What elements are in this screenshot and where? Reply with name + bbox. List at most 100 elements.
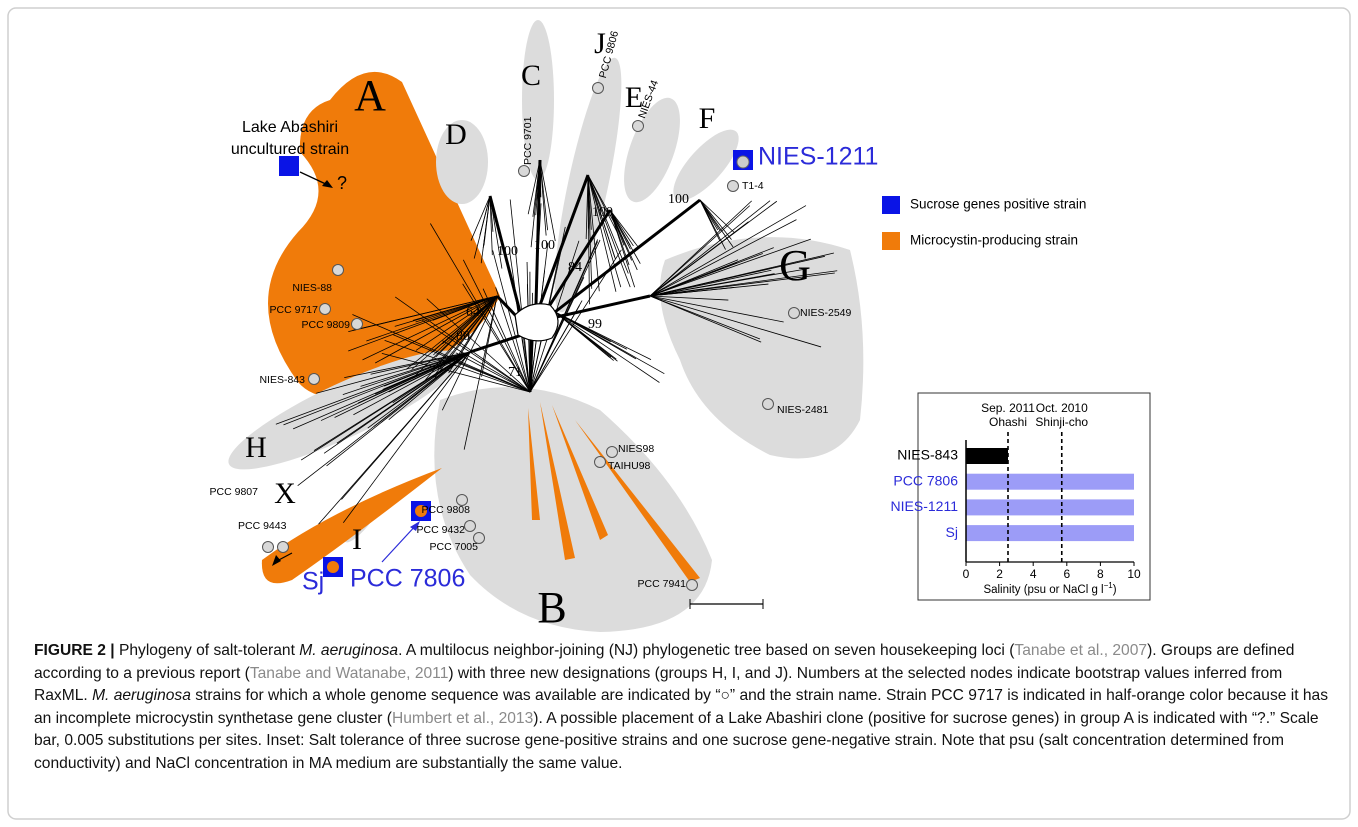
bootstrap-value: 100: [497, 244, 518, 259]
branch: [463, 295, 498, 450]
branch: [587, 174, 593, 289]
branch: [342, 351, 471, 396]
branch: [587, 174, 617, 292]
branch: [470, 195, 491, 241]
caption-run: Tanabe and Watanabe, 2011: [249, 664, 449, 682]
branch: [275, 351, 471, 425]
x-tick-label: 8: [1097, 567, 1104, 581]
legend-label: Microcystin-producing strain: [910, 233, 1078, 248]
x-axis-label-part: ): [1113, 584, 1117, 596]
group-label: B: [537, 583, 566, 632]
strain-marker: [262, 541, 274, 553]
branch: [388, 351, 471, 420]
strain-label: NIES-2549: [800, 307, 852, 319]
branch: [649, 259, 739, 297]
group-e-shape: [624, 97, 680, 203]
caption-run: M. aeruginosa: [299, 642, 399, 659]
highlighted-strain: PCC 7806: [350, 565, 465, 593]
branch: [699, 199, 719, 231]
branch: [609, 209, 625, 246]
group-g-shape: [660, 237, 864, 459]
strain-marker: [319, 303, 331, 315]
category-label: NIES-1211: [891, 498, 959, 514]
strain-label: PCC 9432: [417, 524, 466, 536]
category-label: NIES-843: [897, 447, 958, 463]
inset-frame: [917, 392, 1151, 601]
x-axis-label-part: −1: [1104, 581, 1114, 590]
group-label: F: [699, 102, 716, 135]
group-label: C: [521, 59, 541, 92]
group-label: G: [779, 241, 811, 290]
branch: [481, 295, 498, 377]
branch: [352, 314, 531, 393]
legend-label: Sucrose genes positive strain: [910, 197, 1086, 212]
branch: [699, 199, 732, 240]
branch: [530, 159, 541, 248]
x-tick-label: 2: [996, 567, 1003, 581]
branch: [415, 295, 498, 351]
branch: [313, 351, 471, 451]
branch: [489, 195, 503, 269]
branch: [649, 273, 775, 297]
bar: [966, 525, 1134, 542]
branch: [609, 209, 634, 247]
branch: [527, 159, 541, 215]
branch: [554, 198, 701, 314]
branch: [587, 174, 592, 230]
branch: [649, 200, 778, 297]
strain-label: PCC 9443: [238, 520, 287, 532]
branch: [383, 351, 471, 412]
branch: [316, 351, 471, 394]
branch: [554, 311, 660, 383]
group-a-shape: [268, 71, 500, 398]
branch: [342, 351, 471, 524]
caption-run: M. aeruginosa: [92, 687, 191, 704]
strain-marker: [415, 505, 427, 517]
caption-run: Phylogeny of salt-tolerant: [114, 642, 300, 659]
legend-swatch: [882, 196, 900, 214]
caption-run: strains for which a whole genome sequenc…: [34, 687, 1329, 727]
branch: [649, 238, 811, 297]
branch: [381, 353, 531, 393]
branch: [348, 295, 498, 352]
legend-swatch: [882, 232, 900, 250]
bar: [966, 499, 1134, 516]
branch: [587, 174, 618, 232]
strain-marker: [277, 541, 289, 553]
caption-run: FIGURE 2 |: [34, 642, 115, 659]
branch: [297, 351, 471, 486]
group-x-shape: [261, 468, 442, 584]
branch: [539, 159, 547, 236]
x-tick-label: 4: [1030, 567, 1037, 581]
branch: [320, 351, 471, 421]
branch: [609, 209, 641, 264]
branch: [587, 174, 616, 260]
branch: [348, 295, 498, 333]
branch: [489, 195, 493, 256]
bar: [966, 473, 1134, 490]
branch: [442, 295, 498, 345]
strain-label: T1-4: [742, 180, 764, 192]
strain-label: NIES98: [618, 443, 654, 455]
x-axis-label: Salinity (psu or NaCl g l−1): [983, 581, 1116, 596]
reference-label: Sep. 2011: [981, 401, 1035, 415]
group-d-shape: [436, 120, 488, 204]
strain-marker: [632, 120, 644, 132]
category-label: PCC 7806: [893, 472, 958, 488]
branch: [422, 319, 531, 393]
arrow: [381, 522, 419, 563]
branch: [341, 351, 471, 500]
x-axis-label-part: Salinity (psu or NaCl g l: [983, 584, 1103, 596]
strain-label: TAIHU98: [608, 460, 651, 472]
branch: [426, 298, 531, 393]
group-label: J: [594, 27, 606, 60]
branch: [495, 287, 531, 393]
strain-marker: [473, 532, 485, 544]
branch: [649, 295, 762, 343]
branch: [649, 205, 807, 297]
branch: [443, 356, 531, 393]
branch: [442, 340, 531, 393]
strain-marker: [727, 180, 739, 192]
group-f-shape: [673, 129, 739, 201]
strain-label: PCC 9808: [422, 504, 471, 516]
